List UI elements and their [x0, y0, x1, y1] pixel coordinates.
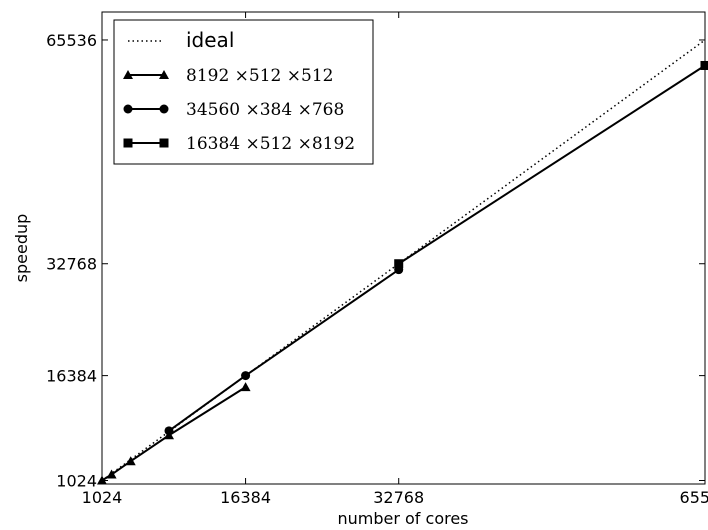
- data-point: [164, 426, 174, 436]
- data-point: [125, 456, 136, 466]
- series-1: [97, 382, 251, 485]
- legend-marker: [159, 70, 169, 79]
- series-0: [101, 39, 706, 482]
- series-line: [168, 268, 400, 432]
- plot-frame: [101, 11, 706, 485]
- legend-entry: ideal: [128, 28, 234, 52]
- legend-marker: [123, 138, 133, 148]
- data-point: [241, 371, 251, 381]
- y-tick-label: 65536: [46, 31, 97, 50]
- series-line: [398, 64, 706, 265]
- legend: ideal 8192 ×512 ×512 34560 ×384 ×768 16384 …: [113, 19, 374, 165]
- data-point: [700, 60, 708, 70]
- y-tick-label: 32768: [46, 255, 97, 274]
- x-tick-label: 65536: [680, 488, 708, 507]
- series-layer: [97, 39, 708, 485]
- tick-layer: 1024 16384 32768 65536 1024 16384 32768 65536: [46, 12, 708, 507]
- data-point: [394, 259, 404, 269]
- data-point: [106, 469, 117, 479]
- legend-entry: 34560 ×384 ×768: [123, 100, 344, 120]
- legend-label: ideal: [186, 28, 234, 52]
- data-point: [240, 382, 251, 392]
- y-tick-label: 1024: [56, 472, 97, 491]
- legend-marker: [159, 104, 169, 114]
- legend-entry: 16384 ×512 ×8192: [123, 134, 355, 154]
- x-tick-label: 32768: [373, 488, 424, 507]
- series-2: [164, 265, 404, 436]
- series-line: [101, 386, 247, 482]
- data-point: [97, 475, 107, 485]
- legend-label: 16384 ×512 ×8192: [186, 134, 355, 154]
- x-tick-label: 1024: [82, 488, 123, 507]
- x-axis-label: number of cores: [337, 509, 468, 528]
- legend-entry: 8192 ×512 ×512: [123, 66, 333, 86]
- y-axis-label: speedup: [12, 214, 31, 283]
- series-3: [394, 60, 708, 269]
- legend-label: 8192 ×512 ×512: [186, 66, 333, 86]
- legend-label: 34560 ×384 ×768: [186, 100, 344, 120]
- series-line: [101, 39, 706, 482]
- x-tick-label: 16384: [220, 488, 271, 507]
- legend-marker: [123, 104, 133, 114]
- y-tick-label: 16384: [46, 367, 97, 386]
- legend-marker: [159, 138, 169, 148]
- legend-marker: [123, 70, 133, 79]
- legend-box: [113, 19, 374, 165]
